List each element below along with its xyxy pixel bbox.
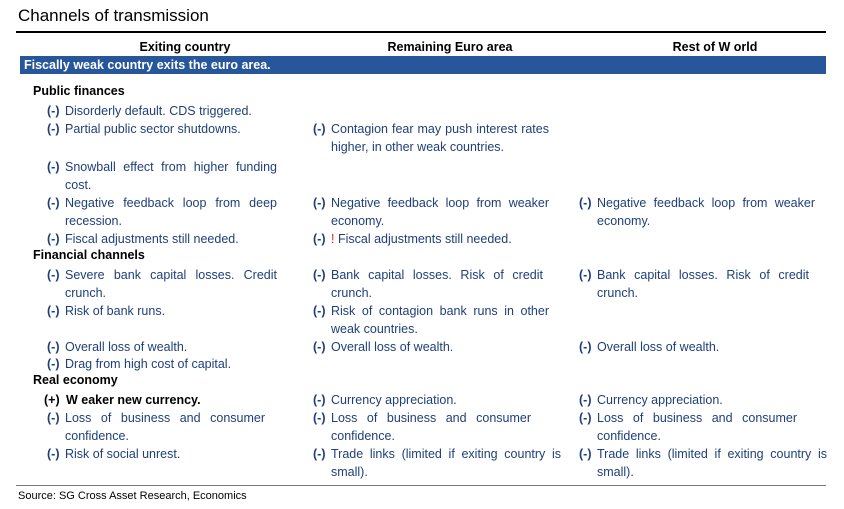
impact-sign: (+): [44, 393, 60, 407]
impact-sign: (-): [47, 196, 60, 210]
scenario-banner: Fiscally weak country exits the euro are…: [20, 56, 826, 74]
impact-sign: (-): [47, 104, 60, 118]
column-header-rest: Rest of W orld: [672, 40, 758, 54]
item-text: Currency appreciation.: [331, 393, 457, 407]
rule-tick-mark: [257, 31, 262, 33]
top-rule: [16, 31, 826, 33]
item-text: Loss of business and consumer confidence…: [597, 411, 797, 443]
impact-sign: (-): [47, 268, 60, 282]
impact-sign: (-): [47, 122, 60, 136]
item-text: Overall loss of wealth.: [331, 340, 454, 354]
section-financial-channels: Financial channels: [33, 248, 145, 262]
impact-sign: (-): [579, 447, 592, 461]
item-text: Negative feedback loop from weaker econo…: [597, 196, 815, 228]
impact-sign: (-): [313, 447, 326, 461]
item-text: Risk of bank runs.: [65, 304, 166, 318]
section-real-economy: Real economy: [33, 373, 118, 387]
impact-sign: (-): [313, 340, 326, 354]
impact-sign: (-): [579, 268, 592, 282]
impact-sign: (-): [579, 340, 592, 354]
item-text: Risk of social unrest.: [65, 447, 181, 461]
section-public-finances: Public finances: [33, 84, 125, 98]
impact-sign: (-): [313, 268, 326, 282]
item-text: Trade links (limited if exiting country …: [597, 447, 827, 479]
column-header-remaining: Remaining Euro area: [387, 40, 513, 54]
item-text: Severe bank capital losses. Credit crunc…: [65, 268, 277, 300]
item-text: Risk of contagion bank runs in other wea…: [331, 304, 549, 336]
item-text: Currency appreciation.: [597, 393, 723, 407]
impact-sign: (-): [47, 357, 60, 371]
item-text: Contagion fear may push interest rates h…: [331, 122, 549, 154]
source-note: Source: SG Cross Asset Research, Economi…: [18, 490, 247, 502]
column-header-exiting: Exiting country: [139, 40, 231, 54]
impact-sign: (-): [313, 122, 326, 136]
item-text: Drag from high cost of capital.: [65, 357, 232, 371]
impact-sign: (-): [47, 160, 60, 174]
item-text: Disorderly default. CDS triggered.: [65, 104, 252, 118]
item-text: W eaker new currency.: [66, 393, 201, 407]
bottom-rule: [16, 485, 826, 486]
page-title: Channels of transmission: [18, 6, 209, 25]
impact-sign: (-): [47, 232, 60, 246]
impact-sign: (-): [47, 411, 60, 425]
impact-sign: (-): [47, 340, 60, 354]
impact-sign: (-): [313, 304, 326, 318]
item-text: Fiscal adjustments still needed.: [337, 232, 512, 246]
impact-sign: (-): [579, 196, 592, 210]
item-text: Overall loss of wealth.: [597, 340, 720, 354]
alert-mark: !: [331, 232, 335, 246]
impact-sign: (-): [47, 304, 60, 318]
impact-sign: (-): [313, 196, 326, 210]
impact-sign: (-): [313, 411, 326, 425]
item-text: Partial public sector shutdowns.: [65, 122, 241, 136]
item-text: Negative feedback loop from weaker econo…: [331, 196, 549, 228]
item-text: Fiscal adjustments still needed.: [65, 232, 239, 246]
item-text: Bank capital losses. Risk of credit crun…: [597, 268, 809, 300]
impact-sign: (-): [579, 393, 592, 407]
item-text: Trade links (limited if exiting country …: [331, 447, 561, 479]
item-text: Negative feedback loop from deep recessi…: [65, 196, 277, 228]
item-text: Loss of business and consumer confidence…: [331, 411, 531, 443]
item-text: Overall loss of wealth.: [65, 340, 188, 354]
impact-sign: (-): [313, 393, 326, 407]
item-text: Snowball effect from higher funding cost…: [65, 160, 277, 192]
impact-sign: (-): [47, 447, 60, 461]
impact-sign: (-): [579, 411, 592, 425]
item-text: Loss of business and consumer confidence…: [65, 411, 265, 443]
item-text: Bank capital losses. Risk of credit crun…: [331, 268, 543, 300]
impact-sign: (-): [313, 232, 326, 246]
